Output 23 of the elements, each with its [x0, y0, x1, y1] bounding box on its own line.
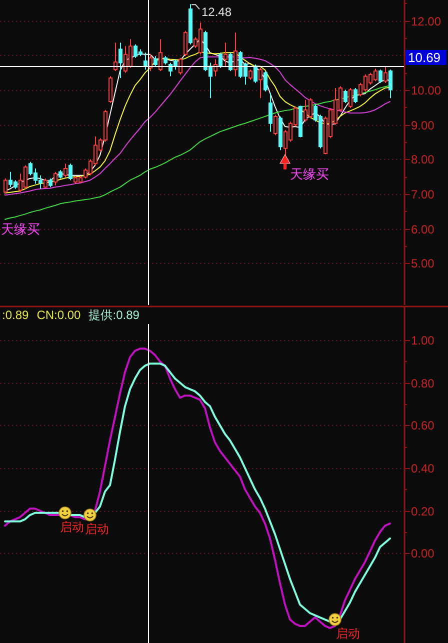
y-tick-label: 12.00 [411, 14, 442, 28]
y-tick-label: 1.00 [411, 334, 435, 348]
data-label: 启动 [336, 626, 360, 641]
annotation: CN:0.00 [36, 308, 82, 322]
ref-line-label: 10.69 [408, 50, 441, 65]
y-tick-label: 5.00 [411, 256, 435, 270]
y-tick-label: 6.00 [411, 222, 435, 236]
annotation: 提供:0.89 [88, 308, 140, 322]
y-tick-label: 9.00 [411, 118, 435, 132]
y-tick-label: 7.00 [411, 188, 435, 202]
y-tick-label: 8.00 [411, 152, 435, 166]
annotation: 天缘买 [1, 221, 40, 236]
y-tick-label: 10.00 [411, 84, 442, 98]
data-label: 天缘买 [290, 166, 329, 182]
annotation: 12.48 [202, 5, 232, 20]
data-label: 启动 [85, 522, 109, 536]
y-tick-label: 0.40 [411, 462, 435, 476]
annotation: :0.89 [2, 308, 30, 322]
y-tick-label: 0.60 [411, 418, 435, 432]
data-label: 启动 [60, 520, 84, 534]
y-tick-label: 0.00 [411, 546, 435, 560]
y-tick-label: 0.80 [411, 376, 435, 390]
y-tick-label: 0.20 [411, 504, 435, 518]
